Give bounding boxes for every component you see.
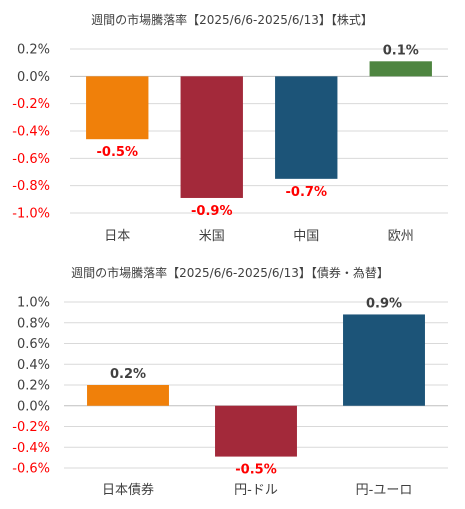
equity-data-label: -0.7% — [286, 185, 327, 200]
equity-y-tick-label: -0.8% — [12, 179, 50, 194]
bond-fx-y-tick-label: 0.6% — [17, 337, 50, 352]
bond-fx-chart-title: 週間の市場騰落率【2025/6/6-2025/6/13】【債券・為替】 — [71, 265, 389, 280]
bond-fx-data-label: -0.5% — [235, 463, 276, 478]
bond-fx-y-tick-label: -0.4% — [12, 441, 50, 456]
bond-fx-y-tick-label: 0.2% — [17, 379, 50, 394]
bond-fx-category-label: 円-ユーロ — [356, 483, 413, 498]
bond-fx-category-label: 円-ドル — [234, 483, 278, 498]
equity-data-label: -0.9% — [191, 204, 232, 219]
bond-fx-y-tick-label: 0.4% — [17, 358, 50, 373]
bond-fx-bar — [87, 385, 169, 406]
equity-chart-title: 週間の市場騰落率【2025/6/6-2025/6/13】【株式】 — [91, 12, 373, 27]
equity-y-tick-label: -0.2% — [12, 97, 50, 112]
bond-fx-data-label: 0.2% — [110, 367, 146, 382]
bond-fx-chart: 週間の市場騰落率【2025/6/6-2025/6/13】【債券・為替】 1.0%… — [12, 265, 448, 498]
equity-y-tick-label: 0.0% — [17, 70, 50, 85]
equity-data-label: -0.5% — [97, 145, 138, 160]
bond-fx-data-label: 0.9% — [366, 296, 402, 311]
equity-category-label: 米国 — [199, 229, 225, 244]
equity-y-tick-label: -0.4% — [12, 125, 50, 140]
bond-fx-bar — [343, 314, 425, 406]
bond-fx-y-tick-label: 0.0% — [17, 399, 50, 414]
equity-data-label: 0.1% — [383, 43, 419, 58]
equity-category-label: 日本 — [104, 229, 130, 244]
equity-y-tick-label: 0.2% — [17, 43, 50, 58]
equity-category-label: 中国 — [293, 229, 319, 244]
bond-fx-y-tick-label: 0.8% — [17, 316, 50, 331]
equity-bar — [180, 76, 243, 198]
bond-fx-y-tick-label: -0.6% — [12, 462, 50, 477]
equity-y-tick-label: -0.6% — [12, 152, 50, 167]
equity-bar — [369, 61, 432, 77]
equity-chart: 週間の市場騰落率【2025/6/6-2025/6/13】【株式】 0.2% 0.0… — [12, 12, 448, 244]
equity-bar — [86, 76, 149, 140]
bond-fx-category-label: 日本債券 — [102, 482, 154, 498]
equity-y-tick-label: -1.0% — [12, 207, 50, 222]
bond-fx-y-tick-label: -0.2% — [12, 420, 50, 435]
bond-fx-y-tick-label: 1.0% — [17, 296, 50, 311]
equity-bar — [275, 76, 338, 179]
equity-category-label: 欧州 — [388, 229, 414, 244]
bond-fx-bar — [215, 405, 297, 457]
